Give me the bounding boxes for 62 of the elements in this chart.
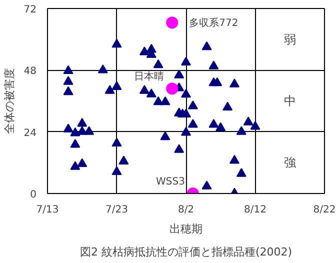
point — [153, 59, 164, 68]
point — [202, 180, 212, 190]
point — [202, 41, 212, 50]
x-tick-label: 7/13 — [36, 204, 59, 216]
x-tick-label: 8/12 — [244, 204, 266, 216]
point — [181, 56, 191, 66]
point — [222, 102, 233, 111]
point — [77, 158, 88, 168]
point — [84, 126, 94, 135]
point — [181, 88, 191, 98]
point — [236, 168, 246, 177]
point — [208, 118, 219, 128]
point — [139, 85, 150, 94]
point — [250, 121, 260, 130]
point — [188, 118, 198, 128]
point — [70, 138, 80, 148]
point — [77, 118, 88, 127]
point — [229, 154, 240, 164]
annotation: 多収系772 — [189, 17, 238, 30]
x-tick-label: 8/22 — [313, 204, 336, 216]
point — [174, 70, 184, 78]
point — [146, 88, 156, 98]
point — [216, 122, 226, 132]
point — [236, 126, 246, 135]
point — [118, 156, 129, 164]
annotation: 中 — [284, 94, 296, 108]
x-tick-label: 8/2 — [178, 204, 194, 216]
point — [243, 116, 254, 126]
point — [112, 166, 122, 176]
y-axis-title: 全体の被害度 — [2, 68, 16, 134]
annotation: 弱 — [284, 32, 296, 46]
point — [139, 46, 150, 56]
point — [160, 96, 170, 106]
point — [104, 85, 115, 94]
point — [174, 144, 184, 153]
point — [63, 65, 74, 74]
point — [160, 131, 170, 140]
annotation: 強 — [284, 156, 296, 170]
point — [63, 76, 74, 85]
annotation: 日本晴 — [134, 70, 164, 83]
point — [166, 16, 178, 29]
x-tick-label: 7/23 — [106, 204, 128, 216]
point — [208, 60, 219, 70]
point — [70, 161, 80, 170]
point — [188, 100, 198, 110]
y-tick-label: 48 — [24, 66, 37, 78]
point — [63, 124, 74, 132]
point — [181, 126, 191, 136]
y-tick-label: 72 — [24, 4, 37, 16]
point — [112, 138, 122, 146]
point — [63, 86, 74, 96]
annotation: WSS3 — [156, 176, 185, 188]
point — [98, 64, 108, 74]
text: 図2 紋枯病抵抗性の評価と指標品種(2002) — [80, 246, 292, 258]
point — [77, 126, 88, 135]
point — [112, 38, 122, 48]
y-tick-label: 24 — [24, 128, 37, 139]
point — [229, 78, 240, 88]
x-axis-title: 出穂期 — [170, 222, 202, 236]
point — [112, 81, 122, 90]
y-tick-label: 0 — [30, 190, 37, 200]
point — [166, 82, 178, 95]
